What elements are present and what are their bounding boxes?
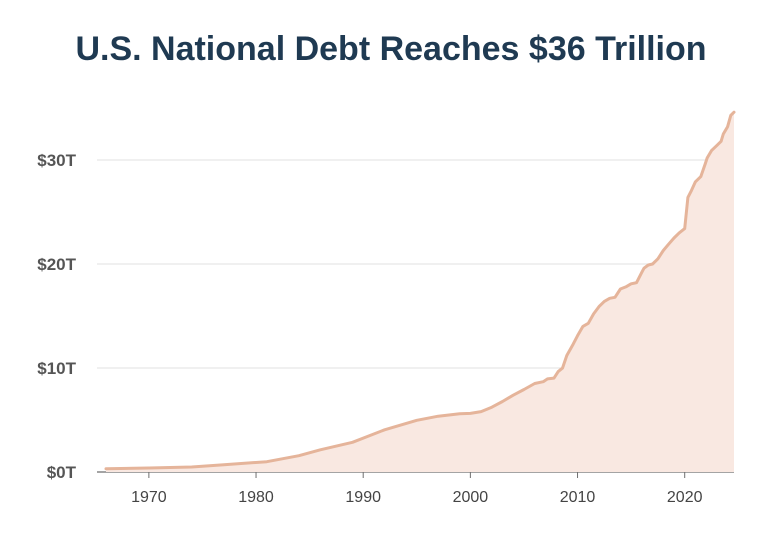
x-tick-label: 1970 — [131, 489, 167, 506]
y-axis-ticks: $0T $10T $20T $30T — [37, 151, 76, 482]
y-tick-label: $20T — [37, 255, 76, 274]
chart-title: U.S. National Debt Reaches $36 Trillion — [75, 30, 707, 68]
x-tick-label: 1990 — [345, 489, 381, 506]
y-tick-label: $10T — [37, 359, 76, 378]
y-tick-label: $30T — [37, 151, 76, 170]
x-axis-ticks: 1970 1980 1990 2000 2010 2020 — [131, 472, 703, 506]
x-tick-label: 2020 — [667, 489, 703, 506]
x-tick-label: 2010 — [560, 489, 596, 506]
x-tick-label: 2000 — [453, 489, 489, 506]
debt-area-fill — [106, 112, 734, 472]
debt-line — [104, 110, 736, 471]
y-tick-label: $0T — [47, 463, 77, 482]
x-tick-label: 1980 — [238, 489, 274, 506]
